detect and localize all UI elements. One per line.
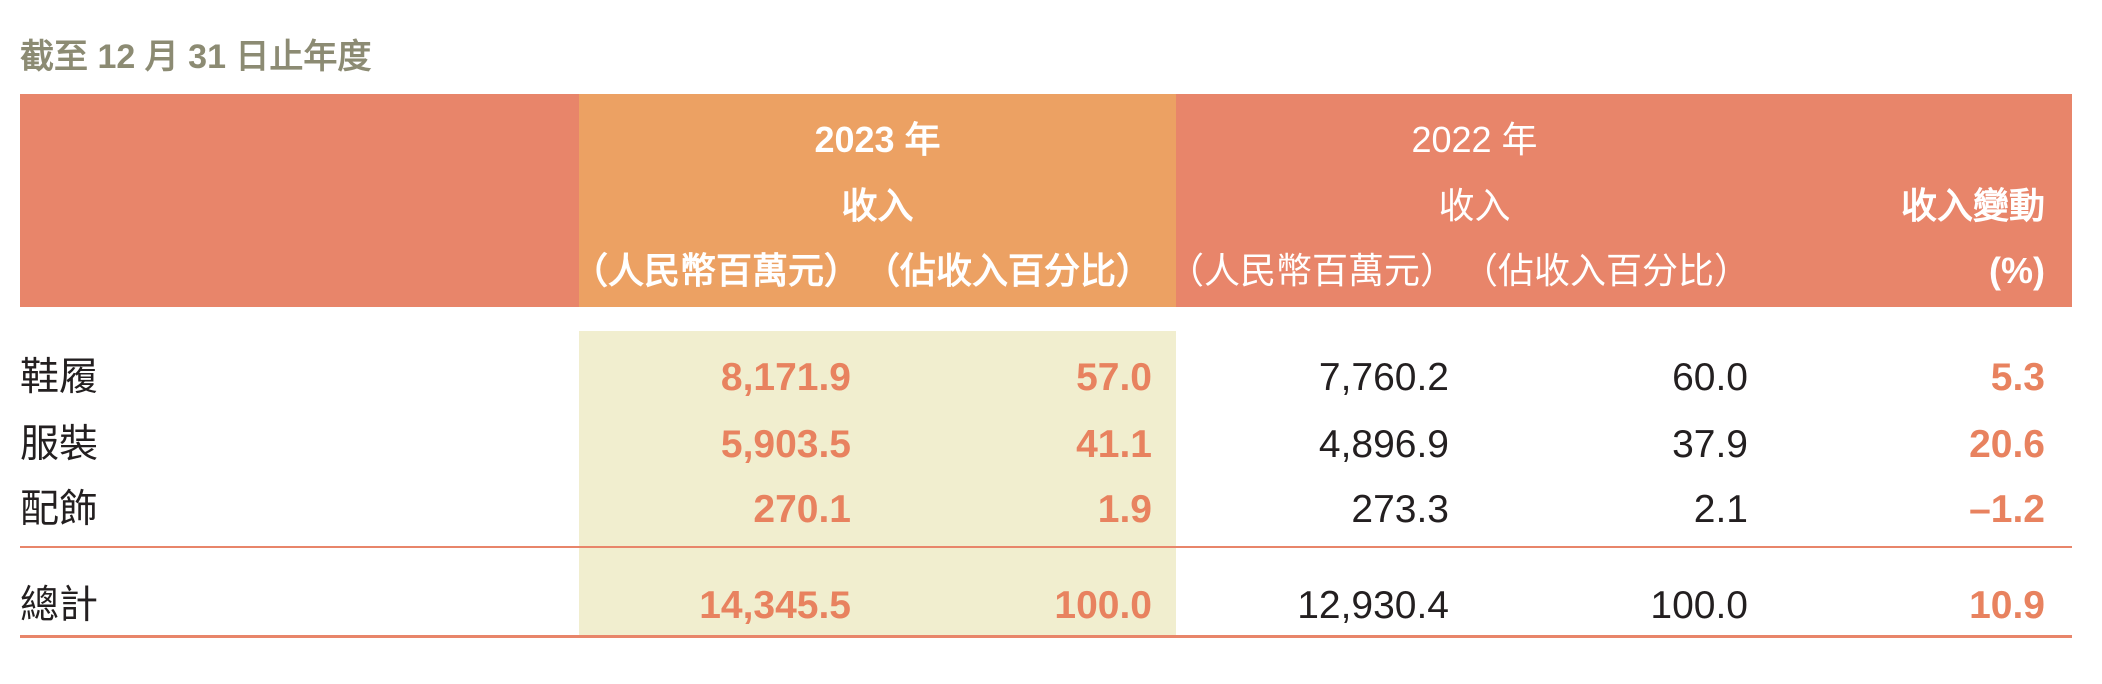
subtotal-divider	[20, 546, 2072, 548]
header-2023-unit-pct: （佔收入百分比）	[864, 250, 1153, 291]
table-bottom-rule	[20, 635, 2072, 638]
cell-pct-2023: 1.9	[1097, 488, 1152, 531]
cell-change: 20.6	[1969, 423, 2045, 466]
cell-rev-2023: 5,903.5	[720, 423, 851, 466]
cell-pct-2022: 60.0	[1672, 356, 1748, 399]
cell-change: 5.3	[1990, 356, 2045, 399]
row-label: 配飾	[20, 488, 99, 531]
total-pct-2022: 100.0	[1650, 584, 1748, 627]
cell-rev-2022: 4,896.9	[1318, 423, 1449, 466]
header-2022-revenue: 收入	[1438, 185, 1511, 226]
cell-rev-2022: 273.3	[1351, 488, 1449, 531]
header-2022-unit-rmb: （人民幣百萬元）	[1168, 250, 1457, 291]
header-2023-highlight	[579, 94, 1176, 307]
header-2023-unit-rmb: （人民幣百萬元）	[572, 250, 861, 291]
cell-pct-2022: 37.9	[1672, 423, 1748, 466]
cell-rev-2022: 7,760.2	[1318, 356, 1449, 399]
header-2023-revenue: 收入	[841, 185, 914, 226]
cell-rev-2023: 8,171.9	[720, 356, 851, 399]
row-label: 服裝	[20, 423, 99, 466]
total-change: 10.9	[1969, 584, 2045, 627]
total-pct-2023: 100.0	[1054, 584, 1152, 627]
header-2022-year: 2022 年	[1411, 119, 1538, 160]
header-2023-year: 2023 年	[814, 119, 941, 160]
header-change-unit: (%)	[1989, 250, 2045, 291]
body-2023-highlight	[579, 331, 1176, 636]
total-label: 總計	[20, 584, 99, 627]
row-label: 鞋履	[20, 356, 99, 399]
header-change-label: 收入變動	[1900, 185, 2045, 226]
total-rev-2023: 14,345.5	[699, 584, 851, 627]
cell-rev-2023: 270.1	[753, 488, 851, 531]
total-rev-2022: 12,930.4	[1297, 584, 1449, 627]
header-2022-unit-pct: （佔收入百分比）	[1462, 250, 1751, 291]
cell-change: –1.2	[1969, 488, 2045, 531]
cell-pct-2023: 57.0	[1076, 356, 1152, 399]
cell-pct-2022: 2.1	[1693, 488, 1748, 531]
cell-pct-2023: 41.1	[1076, 423, 1152, 466]
table-title: 截至 12 月 31 日止年度	[20, 38, 372, 76]
